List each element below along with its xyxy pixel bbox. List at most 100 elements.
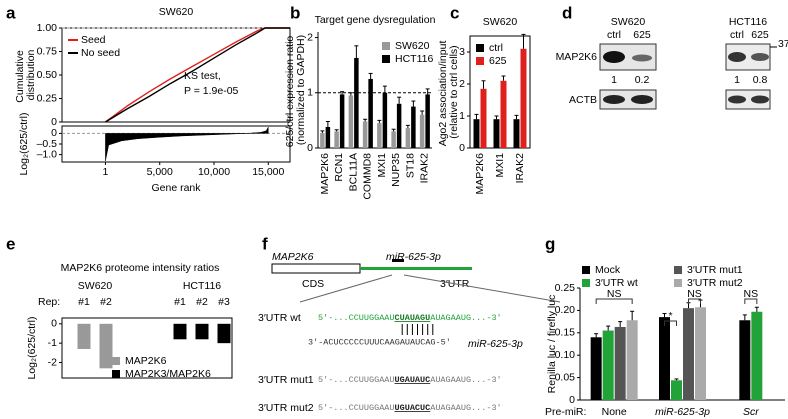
legend-swatch	[582, 279, 590, 287]
x-tick-label: MXI1	[494, 153, 506, 178]
sequence-part: AUAGAAUG...-3′	[430, 313, 501, 323]
bar	[348, 95, 354, 148]
bar	[739, 320, 751, 400]
bar	[195, 323, 209, 340]
error-bar	[474, 113, 479, 120]
legend-swatch	[674, 279, 682, 287]
significance-bracket	[744, 298, 758, 304]
y-tick-label: 1	[307, 87, 313, 99]
significance-bracket	[595, 298, 633, 304]
y-axis-label: Cumulative distribution	[14, 47, 37, 102]
x-tick-label: NUP35	[390, 153, 402, 187]
chart-title: SW620	[483, 16, 518, 28]
error-bar	[411, 100, 416, 107]
y-tick-label: -2	[48, 356, 57, 368]
band	[728, 52, 746, 62]
legend-swatch	[382, 42, 390, 50]
y-tick-label: 0.75	[37, 45, 58, 57]
mutated-site: UGUACUC	[395, 403, 431, 413]
x-tick-label: IRAK2	[419, 153, 431, 184]
legend-swatch	[112, 357, 120, 365]
sequence-part: 5′-...CCUUGGAAU	[318, 375, 395, 385]
plot-frame	[61, 125, 291, 163]
bar	[419, 114, 425, 148]
bar	[480, 88, 487, 148]
bar	[382, 92, 388, 148]
y-tick-label: 0	[307, 142, 313, 154]
lane-label: 625	[633, 29, 651, 41]
blot-panel	[599, 89, 657, 110]
region-label: CDS	[302, 278, 324, 290]
error-bar	[754, 306, 759, 312]
error-bar	[674, 378, 679, 381]
y-axis-label: Log₂(625/ctrl)	[18, 112, 30, 175]
band	[631, 95, 653, 104]
y-tick-label: 0	[459, 142, 465, 154]
annotation: P = 1.9e-05	[184, 85, 239, 97]
x-tick-label: BCL11A	[347, 153, 359, 191]
row-label: 3′UTR mut2	[258, 402, 314, 414]
panel-label: f	[262, 234, 268, 253]
panel-label: d	[562, 3, 572, 22]
significance-label: *	[668, 310, 672, 322]
error-bar	[662, 313, 667, 318]
chart-title: MAP2K6 proteome intensity ratios	[61, 262, 220, 274]
mirna-sequence: 3′-ACUCCCCCUUUCAAGAUAUCAG-5′	[308, 337, 451, 347]
x-tick-label: ST18	[404, 153, 416, 178]
panel-label: c	[450, 3, 459, 22]
x-tick-label: Scr	[743, 406, 759, 418]
panel-label: a	[6, 3, 16, 22]
significance-label: NS	[687, 288, 702, 300]
x-tick-label: #1	[78, 296, 90, 308]
sequence-part: 5′-...CCUUGGAAU	[318, 313, 395, 323]
x-tick-label: miR-625-3p	[655, 406, 710, 418]
significance-label: NS	[607, 288, 622, 300]
y-tick-label: 0.15	[555, 327, 576, 339]
legend-label: SW620	[395, 40, 430, 52]
row-label: 3′UTR wt	[258, 312, 301, 324]
y-tick-label: 0.25	[37, 92, 58, 104]
sequence-part: AUAGAAUG...-3′	[430, 403, 501, 413]
legend-label: 3′UTR mut2	[687, 277, 743, 289]
band	[603, 95, 625, 104]
chart-title: SW620	[159, 6, 194, 18]
error-bar	[325, 120, 330, 128]
y-tick-label: 0.10	[555, 349, 576, 361]
x-tick-label: None	[602, 406, 627, 418]
protein-label: ACTB	[569, 94, 597, 106]
legend-label: 3′UTR wt	[595, 277, 638, 289]
bar	[602, 330, 614, 400]
label-line: (normalized to GAPDH)	[295, 35, 307, 145]
bar	[339, 94, 345, 148]
legend-swatch	[112, 370, 120, 378]
seed-site: CUAUAGU	[395, 313, 431, 323]
cds-box	[271, 263, 361, 274]
y-tick-label: 1.00	[37, 22, 58, 34]
bar	[614, 326, 626, 400]
gene-label: MAP2K6	[272, 251, 314, 263]
plot-frame	[469, 35, 531, 149]
error-bar	[368, 72, 373, 79]
chart-title: Target gene dysregulation	[315, 14, 436, 26]
label-line: 625/ctrl expression ratio	[284, 33, 296, 147]
bar	[425, 94, 430, 148]
legend-label: No seed	[81, 47, 120, 59]
bar	[77, 323, 91, 349]
marker-label: 37	[778, 38, 788, 50]
mutated-site: UGAUAUC	[395, 375, 431, 385]
band	[632, 54, 652, 62]
error-bar	[334, 129, 339, 132]
x-tick-label: MAP2K6	[319, 153, 331, 195]
y-axis-label: Log₂(625/ctrl)	[26, 316, 38, 379]
panel-label: e	[6, 234, 15, 253]
y-axis-label: Ago2 association/input (relative to ctrl…	[437, 38, 460, 147]
y-tick-label: 0	[569, 394, 575, 406]
y-axis-label: 625/ctrl expression ratio (normalized to…	[284, 33, 307, 147]
legend-label: 3′UTR mut1	[687, 264, 743, 276]
lane-label: 625	[751, 29, 769, 41]
x-tick-label: #3	[218, 296, 230, 308]
bar	[217, 323, 231, 344]
band	[728, 95, 746, 104]
annotation: KS test,	[184, 70, 221, 82]
y-tick-label: 1	[459, 110, 465, 122]
